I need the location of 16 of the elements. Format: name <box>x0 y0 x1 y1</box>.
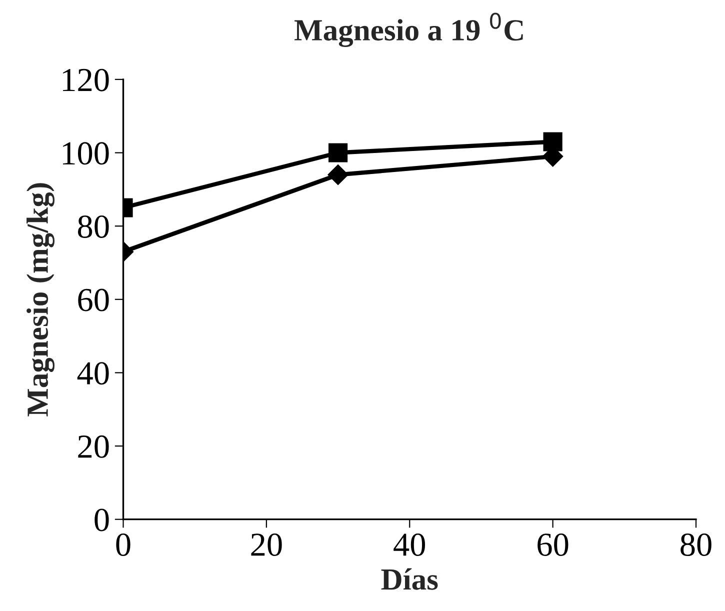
y-tick-label: 60 <box>78 288 109 312</box>
point <box>543 132 562 152</box>
y-tick-label: 120 <box>62 68 109 92</box>
y-axis-title: Magnesio (mg/kg) <box>26 183 54 416</box>
y-tick-label: 100 <box>62 142 109 165</box>
x-tick-label: 60 <box>538 534 568 556</box>
x-axis-title: Días <box>381 568 438 590</box>
x-tick-label: 40 <box>394 534 426 556</box>
chart-title: Magnesio a 19 $^{0}$C <box>294 12 523 48</box>
y-tick-label: 0 <box>94 508 109 532</box>
x-tick-label: 80 <box>680 534 712 556</box>
y-tick-label: 20 <box>78 435 109 458</box>
x-tick-label: 0 <box>116 534 130 556</box>
y-tick-label: 40 <box>77 362 109 385</box>
y-tick-label: 80 <box>78 215 109 238</box>
x-tick-label: 20 <box>251 534 282 556</box>
